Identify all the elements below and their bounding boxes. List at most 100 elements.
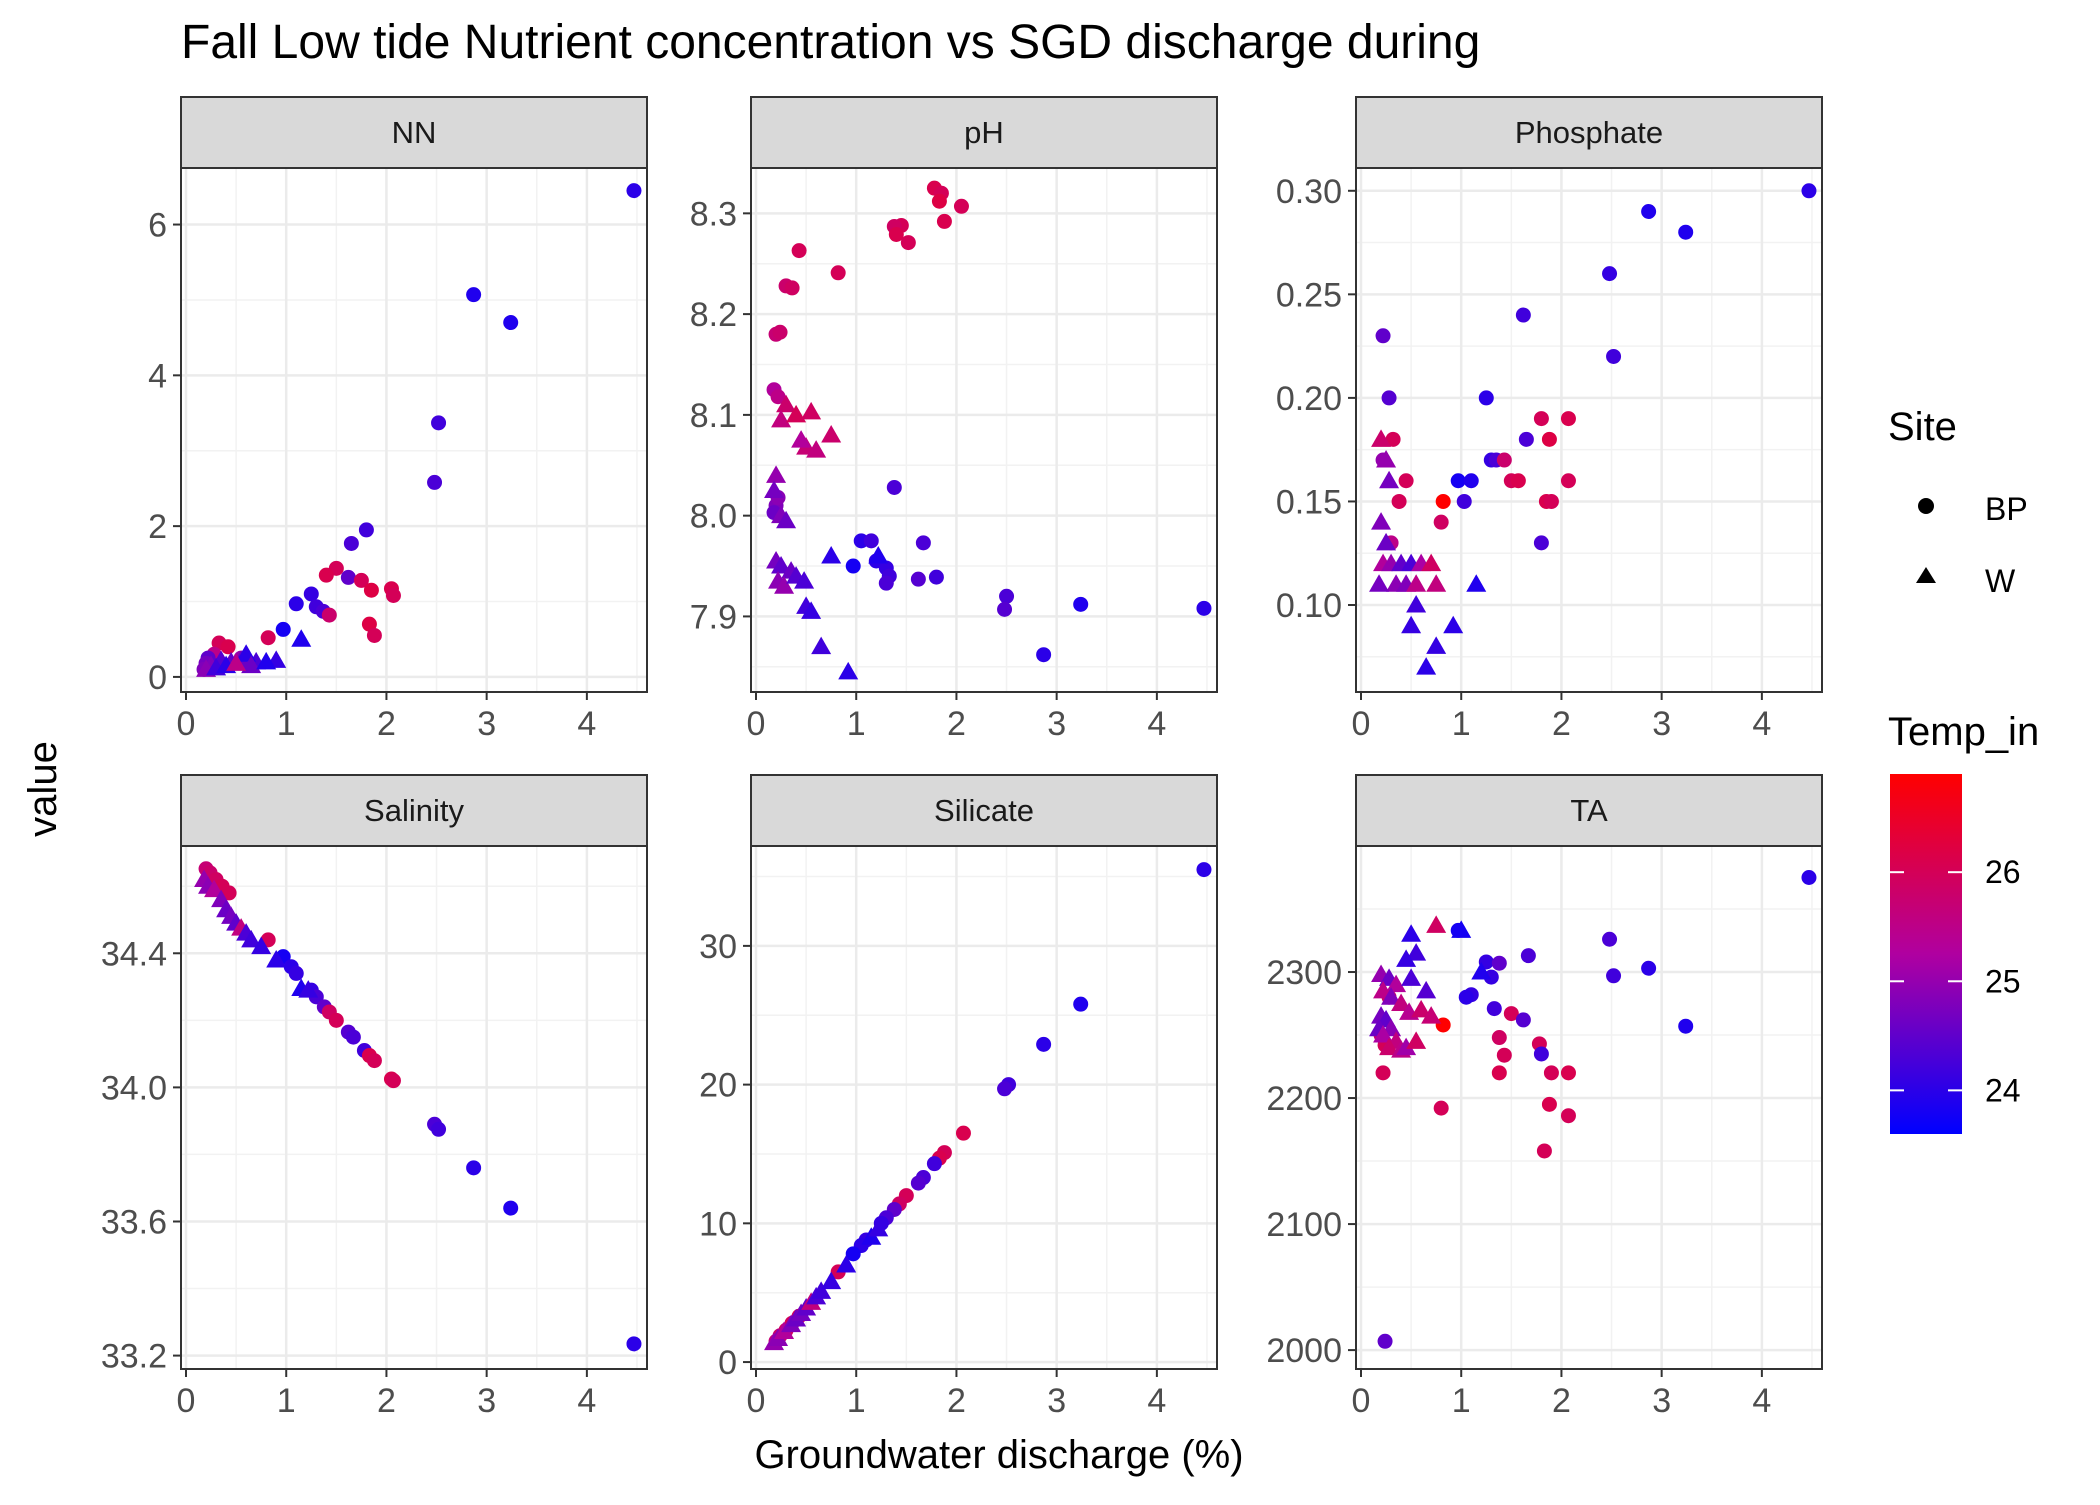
y-tick-label: 2200 (1266, 1080, 1342, 1118)
x-tick-label: 4 (1147, 1382, 1166, 1420)
data-point-bp (878, 575, 894, 591)
data-point-bp (503, 315, 519, 331)
panel-border (750, 845, 1218, 1370)
data-point-bp (358, 522, 374, 538)
y-tick-label: 0.15 (1276, 483, 1342, 521)
data-point-w (791, 430, 812, 448)
data-point-bp (1678, 224, 1694, 240)
data-point-bp (1541, 1096, 1557, 1112)
data-point-bp (1381, 390, 1397, 406)
data-point-w (811, 636, 832, 655)
data-point-bp (1678, 1018, 1694, 1034)
data-point-bp (1515, 307, 1531, 323)
data-point-w (1379, 470, 1400, 489)
x-tick-label: 2 (947, 1382, 966, 1420)
x-tick-label: 0 (747, 1382, 766, 1420)
data-point-bp (791, 243, 807, 259)
data-point-w (1376, 532, 1397, 551)
x-axis-label: Groundwater discharge (%) (754, 1433, 1243, 1477)
panel-phosphate: Phosphate 0.10 0.15 0.20 0.25 0.30 0 1 2 3 4 (1276, 96, 1823, 743)
data-point-w (241, 929, 262, 948)
data-point-bp (1533, 411, 1549, 427)
facet-strip (180, 774, 648, 847)
y-tick-label: 33.6 (101, 1203, 167, 1241)
data-point-w (801, 601, 822, 619)
data-point-w (806, 440, 827, 458)
panel-border (180, 845, 648, 1370)
y-tick-label: 0.25 (1276, 276, 1342, 314)
y-tick-label: 2000 (1266, 1332, 1342, 1370)
y-tick-label: 8.0 (690, 498, 737, 536)
data-point-bp (1391, 493, 1407, 509)
data-point-bp (1602, 266, 1618, 282)
y-tick-label: 33.2 (101, 1338, 167, 1376)
data-point-bp (1463, 473, 1479, 489)
legend-label-w: W (1985, 563, 2016, 599)
data-point-w (1451, 920, 1472, 938)
panel-background (181, 846, 647, 1369)
data-point-bp (1456, 493, 1472, 509)
data-point-bp (361, 616, 377, 632)
data-point-bp (1385, 431, 1401, 447)
legend-circle-symbol (1918, 498, 1934, 514)
x-tick-label: 3 (1652, 705, 1671, 743)
x-tick-label: 2 (1552, 705, 1571, 743)
data-point-bp (1196, 862, 1212, 878)
data-point-bp (1433, 514, 1449, 530)
panel-silicate: Silicate 0 10 20 30 0 1 2 3 4 (699, 774, 1218, 1420)
data-point-bp (353, 572, 369, 588)
data-point-bp (953, 198, 969, 214)
data-point-bp (363, 582, 379, 598)
data-point-w (771, 409, 792, 428)
data-point-bp (1496, 1047, 1512, 1063)
data-point-bp (1458, 989, 1474, 1005)
data-point-bp (466, 1160, 482, 1176)
data-point-bp (366, 627, 382, 643)
data-point-bp (1801, 870, 1817, 886)
data-point-bp (1536, 1143, 1552, 1159)
panel-salinity: Salinity 33.2 33.6 34.0 34.4 0 1 2 3 4 (101, 774, 648, 1420)
data-point-bp (997, 601, 1013, 617)
data-point-bp (1450, 473, 1466, 489)
panel-background (181, 168, 647, 692)
y-tick-label: 8.1 (690, 397, 737, 435)
data-point-w (1376, 450, 1397, 468)
data-point-w (766, 465, 787, 483)
facet-strip (180, 96, 648, 169)
data-point-w (1416, 980, 1437, 999)
facet-strip-label: Phosphate (1515, 115, 1663, 150)
data-point-bp (1486, 1001, 1502, 1017)
data-point-w (298, 980, 319, 998)
facet-strip-label: NN (392, 115, 437, 150)
x-tick-label: 3 (1652, 1382, 1671, 1420)
y-axis-label: value (21, 741, 65, 837)
y-tick-label: 2 (148, 508, 167, 546)
data-point-w (774, 576, 795, 594)
data-point-bp (1560, 1108, 1576, 1124)
panel-nn: NN 0 2 4 6 0 1 2 3 4 (148, 96, 648, 743)
data-point-bp (1641, 203, 1657, 219)
data-point-bp (220, 639, 236, 655)
data-point-bp (275, 621, 291, 637)
data-point-bp (772, 324, 788, 340)
data-point-w (821, 1271, 842, 1290)
x-tick-label: 1 (847, 1382, 866, 1420)
y-tick-label: 34.0 (101, 1069, 167, 1107)
data-point-w (868, 1218, 889, 1237)
x-tick-label: 0 (1352, 1382, 1371, 1420)
data-point-w (1471, 962, 1492, 980)
legend-triangle-symbol (1916, 567, 1936, 583)
shape-legend-title: Site (1888, 405, 1957, 449)
data-point-bp (1377, 1333, 1393, 1349)
data-point-bp (1491, 955, 1507, 971)
data-point-w (1426, 574, 1447, 592)
data-point-bp (1510, 473, 1526, 489)
data-point-w (1443, 615, 1464, 634)
data-point-bp (1606, 968, 1622, 984)
data-point-bp (931, 193, 947, 209)
data-point-w (241, 655, 262, 674)
data-point-w (291, 629, 312, 647)
